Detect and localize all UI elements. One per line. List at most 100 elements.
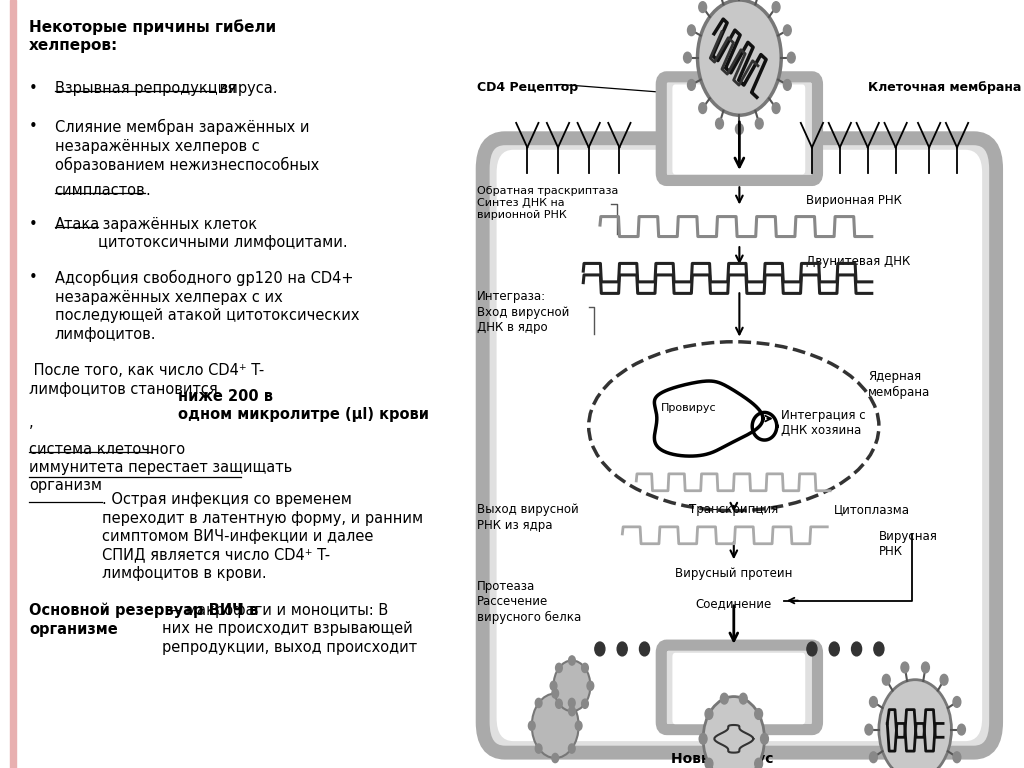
Text: Интеграза:
Вход вирусной
ДНК в ядро: Интеграза: Вход вирусной ДНК в ядро	[477, 290, 569, 334]
Text: Взрывная репродукция: Взрывная репродукция	[54, 81, 236, 96]
Circle shape	[536, 698, 542, 707]
Circle shape	[852, 642, 861, 656]
Circle shape	[698, 2, 707, 12]
Circle shape	[556, 664, 562, 673]
Text: Интеграция с
ДНК хозяина: Интеграция с ДНК хозяина	[781, 409, 866, 437]
Circle shape	[787, 52, 796, 63]
Text: . Острая инфекция со временем
переходит в латентную форму, и ранним
симптомом ВИ: . Острая инфекция со временем переходит …	[102, 492, 424, 581]
Circle shape	[568, 698, 575, 707]
Text: ниже 200 в
одном микролитре (μl) крови: ниже 200 в одном микролитре (μl) крови	[178, 389, 429, 422]
Circle shape	[755, 709, 763, 720]
Circle shape	[687, 25, 695, 35]
Text: Атака: Атака	[54, 217, 99, 232]
Circle shape	[575, 721, 582, 730]
Text: Протеаза
Рассечение
вирусного белка: Протеаза Рассечение вирусного белка	[477, 580, 582, 624]
Circle shape	[901, 662, 908, 673]
FancyBboxPatch shape	[497, 150, 982, 741]
Circle shape	[772, 2, 780, 12]
Circle shape	[536, 744, 542, 753]
Circle shape	[587, 681, 594, 690]
Circle shape	[879, 680, 951, 768]
Circle shape	[554, 660, 591, 711]
Text: Цитоплазма: Цитоплазма	[835, 503, 910, 516]
Circle shape	[735, 124, 743, 134]
Text: Клеточная мембрана: Клеточная мембрана	[867, 81, 1021, 94]
Text: Выход вирусной
РНК из ядра: Выход вирусной РНК из ядра	[477, 503, 579, 531]
Text: •: •	[29, 81, 38, 96]
Circle shape	[528, 721, 536, 730]
Circle shape	[687, 80, 695, 91]
Text: — макрофаги и моноциты: В
них не происходит взрывающей
репродукции, выход происх: — макрофаги и моноциты: В них не происхо…	[162, 603, 417, 654]
FancyBboxPatch shape	[673, 84, 805, 174]
Circle shape	[716, 118, 723, 129]
Text: ,: ,	[29, 415, 34, 430]
Circle shape	[550, 681, 557, 690]
Circle shape	[568, 656, 575, 665]
Circle shape	[883, 674, 890, 685]
Circle shape	[617, 642, 628, 656]
Circle shape	[697, 0, 781, 115]
Circle shape	[595, 642, 605, 656]
Text: Вирионная РНК: Вирионная РНК	[806, 194, 902, 207]
Circle shape	[829, 642, 840, 656]
Circle shape	[957, 724, 966, 735]
Text: заражённых клеток
цитотоксичными лимфоцитами.: заражённых клеток цитотоксичными лимфоци…	[98, 217, 347, 250]
Text: симпластов: симпластов	[54, 183, 145, 198]
Text: Основной резервуар ВИЧ в
организме: Основной резервуар ВИЧ в организме	[29, 603, 258, 637]
Text: Провирус: Провирус	[662, 403, 717, 413]
FancyBboxPatch shape	[482, 138, 996, 753]
Text: Некоторые причины гибели
хелперов:: Некоторые причины гибели хелперов:	[29, 19, 276, 53]
Text: Новый вирус: Новый вирус	[672, 753, 774, 766]
Circle shape	[869, 697, 878, 707]
Text: Вирусная
РНК: Вирусная РНК	[879, 530, 938, 558]
Circle shape	[756, 118, 763, 129]
Text: После того, как число CD4⁺ T-
лимфоцитов становится: После того, как число CD4⁺ T- лимфоцитов…	[29, 363, 264, 396]
Circle shape	[761, 733, 768, 744]
FancyBboxPatch shape	[673, 653, 805, 724]
Circle shape	[807, 642, 817, 656]
Circle shape	[721, 694, 728, 704]
Circle shape	[922, 662, 930, 673]
Circle shape	[531, 694, 579, 758]
Text: система клеточного
иммунитета перестает защищать
организм: система клеточного иммунитета перестает …	[29, 442, 292, 493]
Circle shape	[755, 758, 763, 768]
Bar	[10, 0, 15, 768]
Text: Ядерная
мембрана: Ядерная мембрана	[867, 370, 930, 399]
Circle shape	[639, 642, 649, 656]
Circle shape	[783, 80, 792, 91]
Circle shape	[739, 694, 748, 704]
Circle shape	[706, 758, 713, 768]
Circle shape	[582, 699, 589, 708]
Text: Адсорбция свободного gp120 на CD4+
незаражённых хелперах с их
последующей атакой: Адсорбция свободного gp120 на CD4+ незар…	[54, 270, 359, 342]
Text: Двунитевая ДНК: Двунитевая ДНК	[806, 255, 910, 268]
Circle shape	[556, 699, 562, 708]
Circle shape	[953, 697, 961, 707]
Circle shape	[703, 697, 765, 768]
Circle shape	[568, 707, 575, 716]
Circle shape	[953, 752, 961, 763]
Text: Слияние мембран заражённых и
незаражённых хелперов с
образованием нежизнеспособн: Слияние мембран заражённых и незаражённы…	[54, 119, 318, 174]
Circle shape	[568, 744, 575, 753]
Text: •: •	[29, 270, 38, 286]
Circle shape	[552, 689, 558, 698]
Text: .: .	[145, 183, 151, 198]
Circle shape	[783, 25, 792, 35]
Circle shape	[865, 724, 872, 735]
Text: Вирусный протеин: Вирусный протеин	[675, 567, 793, 580]
Circle shape	[552, 753, 558, 763]
Circle shape	[772, 103, 780, 114]
Circle shape	[684, 52, 691, 63]
Text: CD4 Рецептор: CD4 Рецептор	[477, 81, 579, 94]
Text: Соединение: Соединение	[695, 598, 772, 611]
Circle shape	[940, 674, 948, 685]
Text: Обратная траскриптаза
Синтез ДНК на
вирионной РНК: Обратная траскриптаза Синтез ДНК на вири…	[477, 186, 618, 220]
Text: •: •	[29, 119, 38, 134]
Circle shape	[582, 664, 589, 673]
Circle shape	[869, 752, 878, 763]
FancyBboxPatch shape	[662, 645, 817, 730]
Circle shape	[873, 642, 884, 656]
Circle shape	[706, 709, 713, 720]
Ellipse shape	[589, 342, 879, 511]
Text: •: •	[29, 217, 38, 232]
FancyBboxPatch shape	[662, 77, 817, 180]
